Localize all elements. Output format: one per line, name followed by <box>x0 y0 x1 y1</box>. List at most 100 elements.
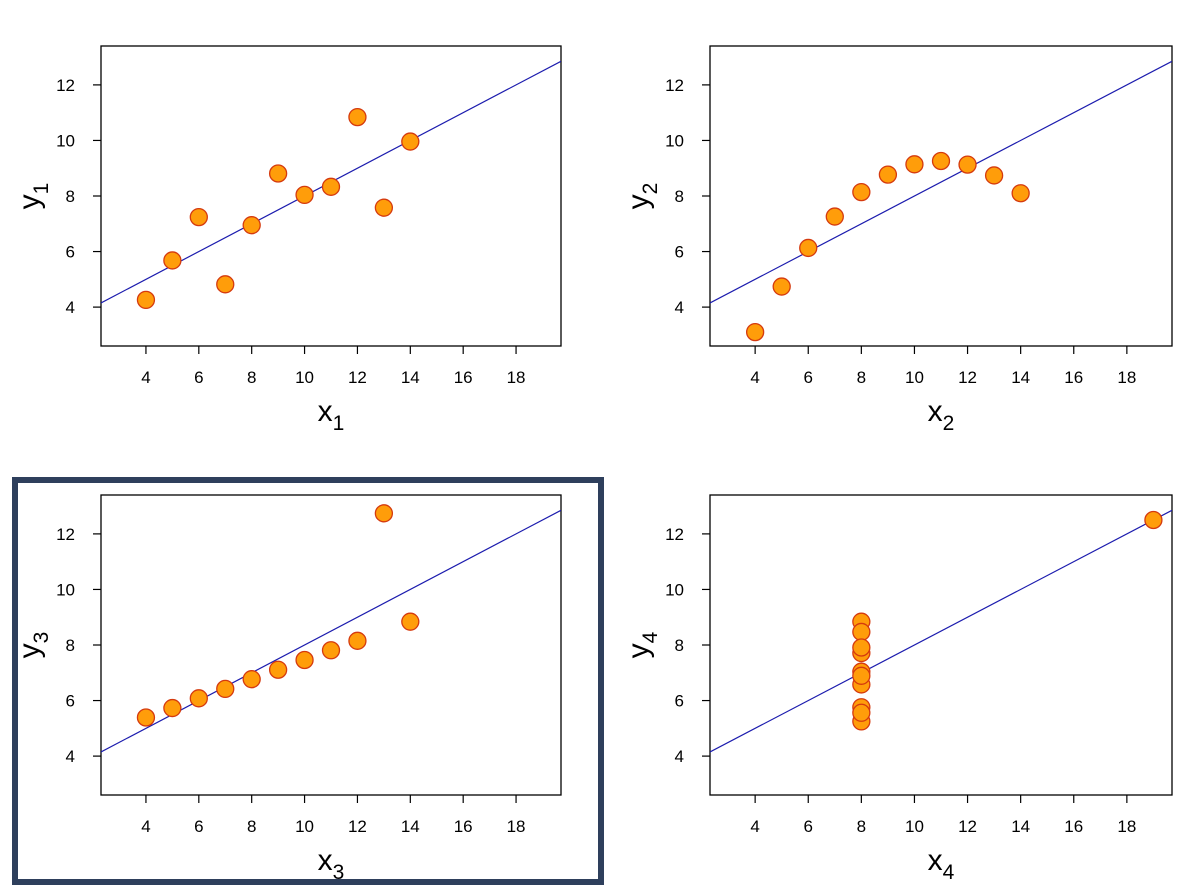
data-point <box>136 290 156 310</box>
data-point <box>136 708 156 727</box>
regression-line-4 <box>710 509 1172 753</box>
data-point <box>374 504 394 523</box>
x-axis-label-3: x3 <box>318 844 345 884</box>
data-point <box>745 322 765 342</box>
x-tick-label: 10 <box>905 817 924 836</box>
data-point <box>189 689 208 708</box>
x-tick-label: 18 <box>507 368 526 387</box>
data-point <box>1144 510 1163 530</box>
x-tick-label: 8 <box>247 368 256 387</box>
x-tick-label: 16 <box>454 817 473 836</box>
data-point <box>163 698 182 718</box>
data-point <box>321 641 341 660</box>
x-axis-label-2: x2 <box>928 395 955 435</box>
data-point <box>401 132 420 151</box>
x-tick-label: 18 <box>507 817 526 836</box>
data-point <box>268 164 288 183</box>
plot-frame-4 <box>709 494 1173 796</box>
data-point <box>958 155 977 174</box>
y-tick-label: 6 <box>675 692 684 711</box>
x-tick-label: 10 <box>295 817 314 836</box>
x-tick-label: 18 <box>1117 817 1136 836</box>
data-point <box>321 177 341 196</box>
y-axis-label-2: y2 <box>622 183 662 210</box>
data-point <box>878 165 898 184</box>
x-tick-label: 4 <box>141 368 150 387</box>
x-tick-label: 14 <box>401 368 420 387</box>
x-tick-label: 6 <box>804 817 813 836</box>
data-point <box>163 251 182 270</box>
highlight-box <box>12 477 604 885</box>
data-point <box>216 275 235 294</box>
data-point <box>852 622 871 642</box>
y-tick-label: 12 <box>665 76 684 95</box>
y-axis-label-1: y1 <box>13 183 53 210</box>
x-tick-label: 4 <box>750 817 759 836</box>
y-axis-label-3: y3 <box>13 632 53 659</box>
y-tick-label: 8 <box>66 636 75 655</box>
x-tick-label: 6 <box>194 368 203 387</box>
data-point <box>374 198 394 217</box>
x-tick-label: 16 <box>454 368 473 387</box>
y-tick-label: 10 <box>56 131 75 150</box>
x-tick-label: 12 <box>348 817 367 836</box>
x-tick-label: 6 <box>804 368 813 387</box>
y-tick-label: 6 <box>66 692 75 711</box>
data-point <box>905 155 924 174</box>
data-point <box>852 638 871 657</box>
data-point <box>772 277 791 296</box>
x-tick-label: 14 <box>1011 368 1030 387</box>
x-tick-label: 12 <box>958 368 977 387</box>
data-point <box>852 666 871 685</box>
plot-frame-2 <box>709 45 1173 347</box>
data-point <box>931 151 951 171</box>
x-tick-label: 12 <box>348 368 367 387</box>
data-point <box>295 185 314 205</box>
data-point <box>242 216 261 235</box>
y-tick-label: 8 <box>675 636 684 655</box>
y-tick-label: 6 <box>66 243 75 262</box>
y-tick-label: 10 <box>665 580 684 599</box>
data-point <box>852 703 871 722</box>
x-tick-label: 4 <box>141 817 150 836</box>
x-axis-label-1: x1 <box>318 395 345 435</box>
data-point <box>348 107 367 127</box>
x-tick-label: 10 <box>905 368 924 387</box>
y-tick-label: 12 <box>665 525 684 544</box>
data-point <box>242 670 261 689</box>
x-axis-label-4: x4 <box>928 844 955 884</box>
y-tick-label: 4 <box>675 747 684 766</box>
x-tick-label: 4 <box>750 368 759 387</box>
y-tick-label: 8 <box>66 187 75 206</box>
y-tick-label: 12 <box>56 76 75 95</box>
data-point <box>984 166 1004 185</box>
x-tick-label: 10 <box>295 368 314 387</box>
x-tick-label: 16 <box>1064 368 1083 387</box>
y-tick-label: 6 <box>675 243 684 262</box>
data-point <box>189 207 208 227</box>
data-point <box>348 631 367 650</box>
data-point <box>799 238 818 258</box>
y-tick-label: 4 <box>66 298 75 317</box>
y-tick-label: 12 <box>56 525 75 544</box>
y-tick-label: 10 <box>56 580 75 599</box>
data-point <box>825 207 844 226</box>
data-point <box>295 650 314 670</box>
data-point <box>216 679 235 699</box>
y-tick-label: 4 <box>675 298 684 317</box>
data-point <box>268 660 288 679</box>
x-tick-label: 16 <box>1064 817 1083 836</box>
x-tick-label: 6 <box>194 817 203 836</box>
plot-frame-1 <box>100 45 562 347</box>
x-tick-label: 18 <box>1117 368 1136 387</box>
regression-line-2 <box>710 60 1172 304</box>
x-tick-label: 8 <box>857 817 866 836</box>
x-tick-label: 12 <box>958 817 977 836</box>
x-tick-label: 14 <box>401 817 420 836</box>
x-tick-label: 8 <box>857 368 866 387</box>
